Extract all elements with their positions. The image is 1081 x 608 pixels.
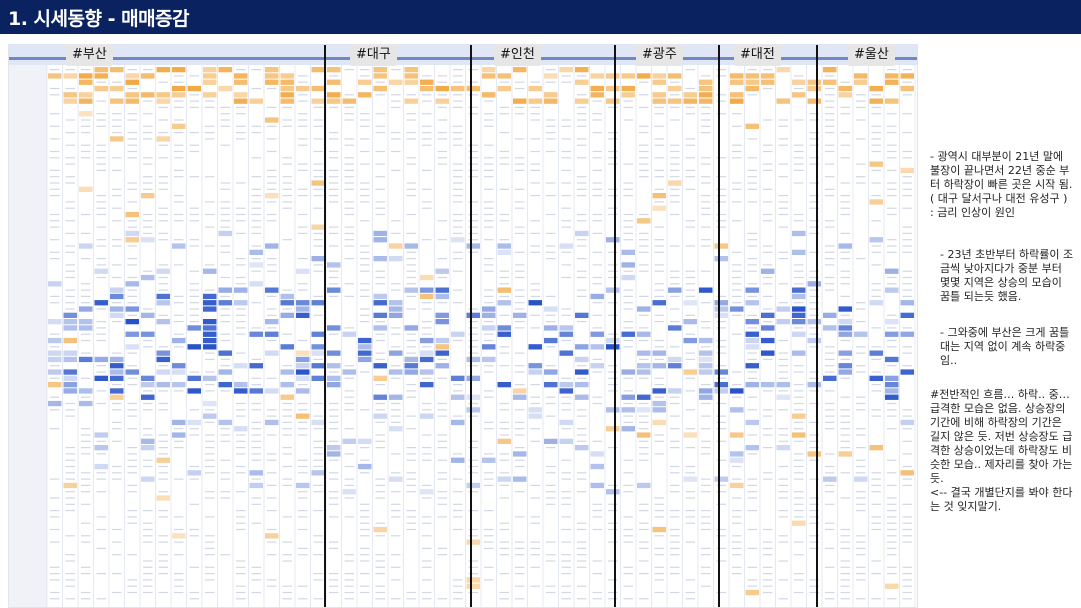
- heatmap-spreadsheet: [8, 44, 918, 608]
- region-tag-gwangju: #광주: [636, 44, 683, 66]
- commentary-panel: - 광역시 대부분이 21년 말에 불장이 끝나면서 22년 중순 부터 하락장…: [930, 150, 1075, 524]
- note-2023-trend: - 23년 초반부터 하락률이 조금씩 낮아지다가 중분 부터 몇몇 지역은 상…: [940, 248, 1074, 303]
- note-rate-hike: - 광역시 대부분이 21년 말에 불장이 끝나면서 22년 중순 부터 하락장…: [930, 150, 1073, 219]
- title-bar: 1. 시세동향 - 매매증감: [0, 0, 1081, 34]
- note-overall: #전반적인 흐름… 하락.. 중… 급격한 모습은 없음. 상승장의 기간에 비…: [930, 388, 1073, 513]
- region-tag-ulsan: #울산: [848, 44, 895, 66]
- region-tag-daejeon: #대전: [734, 44, 781, 66]
- page-title: 1. 시세동향 - 매매증감: [8, 8, 190, 30]
- heatmap-grid: [9, 45, 917, 607]
- region-tag-incheon: #인천: [494, 44, 541, 66]
- region-tag-busan: #부산: [66, 44, 113, 66]
- region-tag-daegu: #대구: [350, 44, 397, 66]
- note-busan: - 그와중에 부산은 크게 꿈틀대는 지역 없이 계속 하락중임..: [940, 326, 1070, 367]
